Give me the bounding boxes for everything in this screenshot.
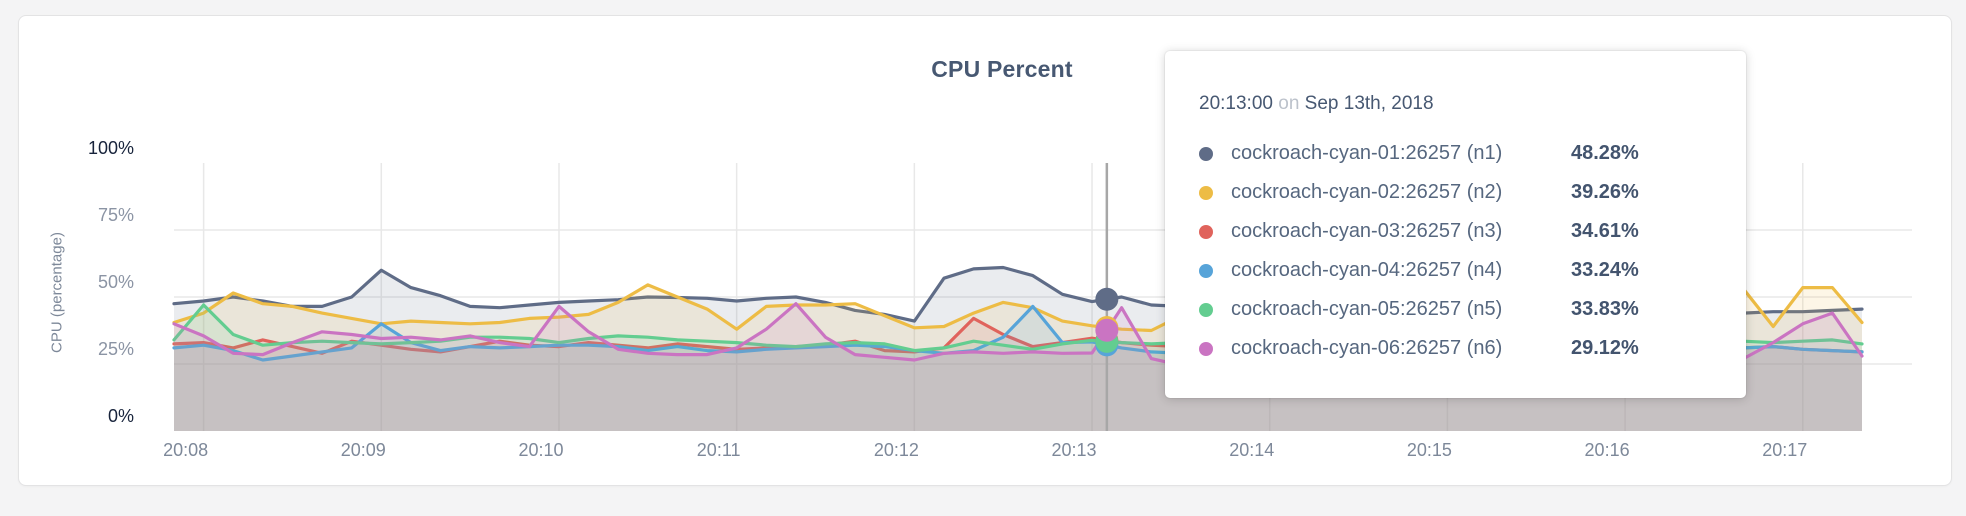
hover-dot-n6 — [1095, 318, 1119, 342]
tooltip-row: cockroach-cyan-06:26257 (n6) 29.12% — [1199, 329, 1716, 368]
chart-title: CPU Percent — [931, 56, 1073, 82]
tooltip-row: cockroach-cyan-03:26257 (n3) 34.61% — [1199, 212, 1716, 251]
x-axis-tick-label: 20:17 — [1762, 440, 1808, 460]
series-area-n6 — [174, 303, 1862, 431]
series-color-dot-icon — [1199, 224, 1213, 239]
tooltip-series-value: 33.24% — [1571, 259, 1639, 281]
tooltip-rows: cockroach-cyan-01:26257 (n1) 48.28% cockro… — [1199, 134, 1716, 368]
tooltip-on-word: on — [1278, 93, 1300, 114]
x-axis-tick-label: 20:16 — [1584, 440, 1630, 460]
y-axis-tick-label: 75% — [97, 205, 134, 225]
y-axis-tick-label: 0% — [107, 406, 134, 426]
tooltip-row: cockroach-cyan-04:26257 (n4) 33.24% — [1199, 251, 1716, 290]
tooltip-series-name: cockroach-cyan-01:26257 (n1) — [1231, 142, 1503, 164]
series-area-n4 — [174, 306, 1862, 431]
hover-tooltip: 20:13:00 on Sep 13th, 2018 cockroach-cya… — [1165, 51, 1746, 398]
x-axis-tick-label: 20:13 — [1051, 440, 1097, 460]
x-axis-tick-label: 20:15 — [1406, 440, 1452, 460]
tooltip-row: cockroach-cyan-05:26257 (n5) 33.83% — [1199, 290, 1716, 329]
tooltip-series-value: 39.26% — [1571, 181, 1639, 203]
x-axis-tick-label: 20:12 — [873, 440, 919, 460]
tooltip-date: Sep 13th, 2018 — [1304, 93, 1434, 114]
x-axis-tick-label: 20:11 — [696, 440, 741, 460]
tooltip-series-name: cockroach-cyan-03:26257 (n3) — [1231, 220, 1503, 242]
tooltip-time: 20:13:00 — [1199, 93, 1273, 114]
tooltip-series-value: 33.83% — [1571, 298, 1639, 320]
tooltip-series-value: 48.28% — [1571, 142, 1639, 164]
series-color-dot-icon — [1199, 185, 1213, 200]
tooltip-series-value: 29.12% — [1571, 337, 1639, 359]
tooltip-header: 20:13:00 on Sep 13th, 2018 — [1199, 91, 1716, 117]
tooltip-series-name: cockroach-cyan-02:26257 (n2) — [1231, 181, 1503, 203]
x-axis-tick-label: 20:09 — [340, 440, 386, 460]
y-axis-tick-label: 25% — [97, 339, 134, 359]
y-axis-tick-label: 100% — [87, 138, 134, 158]
series-color-dot-icon — [1199, 263, 1213, 278]
tooltip-series-value: 34.61% — [1571, 220, 1639, 242]
series-area-n5 — [174, 305, 1862, 431]
x-axis-tick-label: 20:10 — [518, 440, 564, 460]
hover-dot-n1 — [1095, 287, 1119, 311]
tooltip-row: cockroach-cyan-02:26257 (n2) 39.26% — [1199, 173, 1716, 212]
tooltip-row: cockroach-cyan-01:26257 (n1) 48.28% — [1199, 134, 1716, 173]
tooltip-series-name: cockroach-cyan-05:26257 (n5) — [1231, 298, 1503, 320]
y-axis-tick-label: 50% — [97, 272, 134, 292]
series-color-dot-icon — [1199, 341, 1213, 356]
chart-card: CPU Percent CPU (percentage) 100% 75% 50% 2… — [18, 15, 1952, 486]
tooltip-series-name: cockroach-cyan-04:26257 (n4) — [1231, 259, 1503, 281]
x-axis-tick-label: 20:08 — [163, 440, 209, 460]
series-color-dot-icon — [1199, 146, 1213, 161]
x-axis-tick-label: 20:14 — [1229, 440, 1275, 460]
tooltip-series-name: cockroach-cyan-06:26257 (n6) — [1231, 337, 1503, 359]
series-color-dot-icon — [1199, 302, 1213, 317]
